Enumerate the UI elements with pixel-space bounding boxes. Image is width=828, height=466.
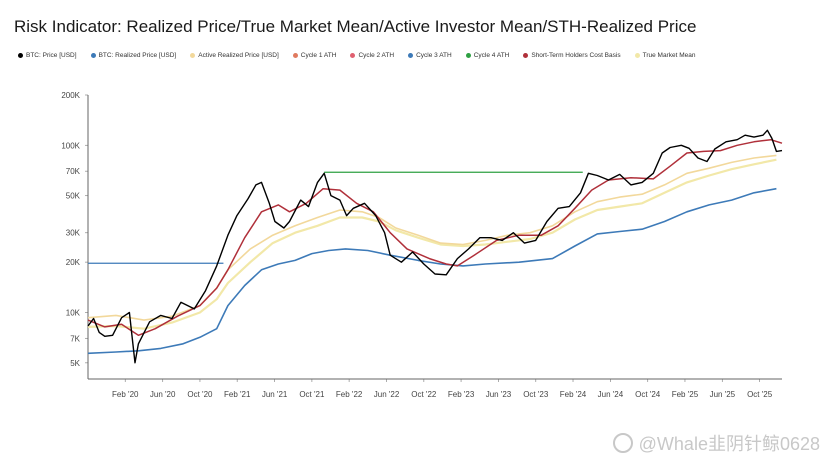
watermark-text: @Whale韭阴针鲸0628 <box>638 434 820 454</box>
legend-dot-icon <box>18 53 23 58</box>
x-tick-label: Oct '25 <box>747 390 773 399</box>
legend-item-cycle-4-ath[interactable]: Cycle 4 ATH <box>465 52 510 59</box>
x-tick-label: Oct '21 <box>299 390 325 399</box>
x-tick-label: Oct '24 <box>635 390 661 399</box>
x-tick-label: Feb '23 <box>448 390 475 399</box>
x-tick-label: Feb '24 <box>560 390 587 399</box>
x-tick-label: Feb '25 <box>672 390 699 399</box>
legend-label: Cycle 4 ATH <box>473 52 510 59</box>
x-tick-label: Feb '20 <box>112 390 139 399</box>
y-tick-label: 70K <box>66 167 81 176</box>
series-line <box>87 138 783 337</box>
y-tick-label: 5K <box>70 359 80 368</box>
legend-label: Cycle 2 ATH <box>358 52 395 59</box>
y-tick-label: 7K <box>70 334 80 343</box>
watermark: @Whale韭阴针鲸0628 <box>612 430 820 456</box>
legend-label: Short-Term Holders Cost Basis <box>531 52 621 59</box>
y-tick-label: 10K <box>66 308 81 317</box>
series-line <box>87 154 777 321</box>
x-tick-label: Jun '25 <box>710 390 736 399</box>
legend-item-realized-price[interactable]: BTC: Realized Price [USD] <box>90 52 177 59</box>
y-tick-label: 200K <box>61 91 80 100</box>
y-tick-label: 20K <box>66 258 81 267</box>
legend-item-active-realized-price[interactable]: Active Realized Price [USD] <box>190 52 279 59</box>
legend-label: BTC: Realized Price [USD] <box>98 52 177 59</box>
x-tick-label: Feb '21 <box>224 390 251 399</box>
chart-legend: BTC: Price [USD] BTC: Realized Price [US… <box>18 52 695 59</box>
legend-label: Cycle 1 ATH <box>300 52 337 59</box>
x-tick-label: Jun '21 <box>262 390 288 399</box>
legend-item-sth-cost-basis[interactable]: Short-Term Holders Cost Basis <box>523 52 621 59</box>
legend-dot-icon <box>523 53 529 58</box>
x-tick-label: Oct '20 <box>187 390 213 399</box>
x-tick-label: Jun '22 <box>374 390 400 399</box>
legend-label: Active Realized Price [USD] <box>198 52 279 59</box>
legend-dot-icon <box>190 53 196 58</box>
x-tick-label: Jun '24 <box>598 390 624 399</box>
legend-dot-icon <box>90 53 96 58</box>
legend-item-cycle-3-ath[interactable]: Cycle 3 ATH <box>408 52 452 59</box>
weibo-logo-icon <box>612 433 633 453</box>
legend-dot-icon <box>350 53 356 58</box>
legend-item-btc-price[interactable]: BTC: Price [USD] <box>18 52 77 59</box>
series-line <box>87 158 777 330</box>
chart-title: Risk Indicator: Realized Price/True Mark… <box>14 17 697 36</box>
legend-label: True Market Mean <box>642 52 696 59</box>
x-tick-label: Oct '22 <box>411 390 437 399</box>
x-tick-label: Feb '22 <box>336 390 363 399</box>
x-tick-label: Jun '23 <box>486 390 512 399</box>
legend-label: Cycle 3 ATH <box>416 52 452 59</box>
legend-item-cycle-1-ath[interactable]: Cycle 1 ATH <box>292 52 337 59</box>
x-tick-label: Oct '23 <box>523 390 549 399</box>
y-tick-label: 100K <box>61 141 80 150</box>
legend-item-true-market-mean[interactable]: True Market Mean <box>634 52 696 59</box>
legend-item-cycle-2-ath[interactable]: Cycle 2 ATH <box>350 52 394 59</box>
x-tick-label: Jun '20 <box>150 390 176 399</box>
legend-dot-icon <box>634 53 640 58</box>
series-line <box>87 129 783 364</box>
legend-dot-icon <box>292 53 298 58</box>
legend-label: BTC: Price [USD] <box>26 52 77 59</box>
y-tick-label: 50K <box>66 192 81 201</box>
legend-dot-icon <box>408 53 414 58</box>
y-tick-label: 30K <box>66 229 81 238</box>
legend-dot-icon <box>465 53 471 58</box>
